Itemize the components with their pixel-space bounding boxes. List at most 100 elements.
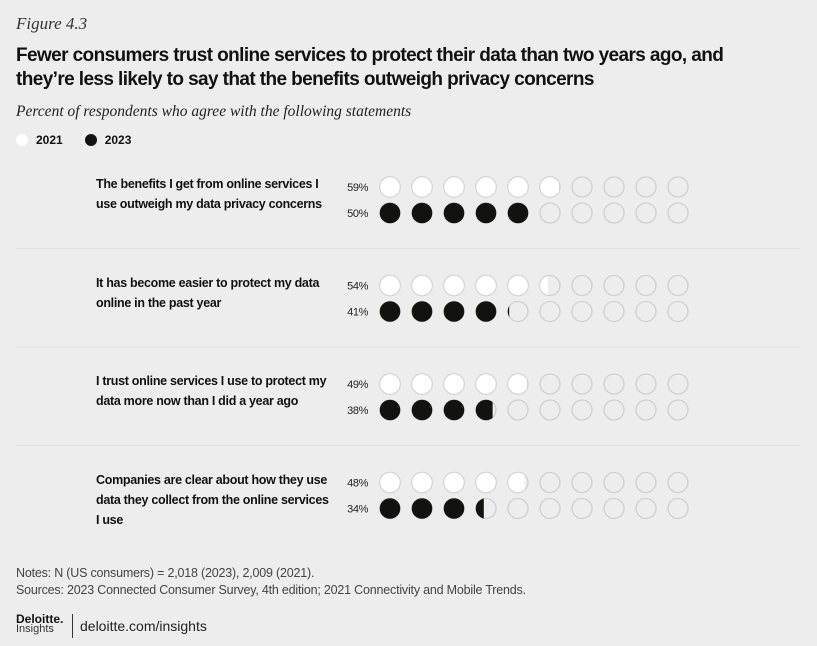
dot-2021 xyxy=(475,274,497,297)
dot-2021 xyxy=(539,373,561,395)
category-label-text: I trust online services I use to protect… xyxy=(96,374,327,408)
dot-2023 xyxy=(379,497,401,520)
dot-2021 xyxy=(635,274,657,297)
notes: Notes: N (US consumers) = 2,018 (2023), … xyxy=(16,565,526,599)
dot-2023 xyxy=(667,399,689,421)
chart-title: Fewer consumers trust online services to… xyxy=(16,45,724,90)
dot-2021 xyxy=(571,373,593,395)
logo-brand: Deloitte. xyxy=(16,612,64,626)
dot-2023 xyxy=(379,300,401,323)
value-label-2021: 48% xyxy=(347,478,368,490)
dot-2023 xyxy=(603,399,625,421)
chart-subtitle: Percent of respondents who agree with th… xyxy=(16,103,412,120)
category-label-text: It has become easier to protect my data … xyxy=(96,275,320,310)
legend-swatch-2021 xyxy=(16,134,28,146)
dot-chart: The benefits I get from online services … xyxy=(16,176,800,527)
category-label: The benefits I get from online services … xyxy=(96,177,322,211)
dot-2021 xyxy=(603,373,625,395)
dot-2021 xyxy=(507,274,529,297)
dot-2021 xyxy=(443,373,465,395)
dot-2021 xyxy=(411,471,433,494)
legend-label: 2023 xyxy=(104,133,132,147)
dot-2023 xyxy=(411,399,433,421)
value-label-2023: 50% xyxy=(347,208,368,220)
dot-2023 xyxy=(475,300,497,323)
legend-item-2023: 2023 xyxy=(84,133,132,147)
dot-2023 xyxy=(539,399,561,421)
dot-2023 xyxy=(571,202,593,224)
dot-2021 xyxy=(539,176,561,198)
legend-swatch-2023 xyxy=(84,134,97,146)
dot-2023 xyxy=(635,399,657,421)
dot-2023 xyxy=(507,202,529,224)
dot-2023 xyxy=(667,202,689,224)
dot-2021 xyxy=(379,373,401,395)
dot-2023 xyxy=(667,497,689,520)
dot-2021 xyxy=(667,176,689,198)
dot-2023 xyxy=(603,202,625,224)
dot-2023 xyxy=(539,497,561,520)
dot-2021 xyxy=(443,176,465,198)
dot-2023 xyxy=(379,202,401,224)
website-link[interactable]: deloitte.com/insights xyxy=(80,618,207,634)
deloitte-insights-logo: Deloitte. Insights xyxy=(16,612,64,635)
value-label-2021: 54% xyxy=(347,281,368,293)
dot-2021 xyxy=(603,176,625,198)
dot-2023 xyxy=(475,399,497,421)
legend-label: 2021 xyxy=(36,133,63,147)
dot-2023 xyxy=(475,202,497,224)
dot-2021 xyxy=(379,176,401,198)
dot-2021 xyxy=(411,373,433,395)
category-label: It has become easier to protect my data … xyxy=(96,275,320,310)
dot-2021 xyxy=(411,176,433,198)
dot-2023 xyxy=(475,497,497,520)
dot-2021 xyxy=(667,373,689,395)
dot-2021 xyxy=(603,471,625,494)
divider xyxy=(72,614,73,638)
dot-2021 xyxy=(571,176,593,198)
logo-sub: Insights xyxy=(16,623,54,635)
dot-2021 xyxy=(667,274,689,297)
dot-2023 xyxy=(507,399,529,421)
dot-2021 xyxy=(443,274,465,297)
dot-2021 xyxy=(411,274,433,297)
dot-2021 xyxy=(507,373,529,395)
dot-2023 xyxy=(411,497,433,520)
dot-2023 xyxy=(507,497,529,520)
dot-2021 xyxy=(475,176,497,198)
dot-2023 xyxy=(539,202,561,224)
dot-2021 xyxy=(475,373,497,395)
value-label-2021: 59% xyxy=(347,182,368,194)
dot-2021 xyxy=(635,176,657,198)
dot-2021 xyxy=(475,471,497,494)
sources-text: Sources: 2023 Connected Consumer Survey,… xyxy=(16,583,526,597)
category-label-text: Companies are clear about how they use d… xyxy=(96,472,329,527)
category-label: Companies are clear about how they use d… xyxy=(96,472,329,527)
legend: 2021 2023 xyxy=(16,133,131,147)
dot-2021 xyxy=(571,471,593,494)
dot-2023 xyxy=(635,497,657,520)
dot-2021 xyxy=(379,274,401,297)
dot-2023 xyxy=(667,300,689,323)
dot-2021 xyxy=(635,373,657,395)
dot-2023 xyxy=(507,300,529,323)
dot-2023 xyxy=(603,300,625,323)
dot-2023 xyxy=(411,202,433,224)
category-label-text: The benefits I get from online services … xyxy=(96,177,322,211)
dot-2023 xyxy=(635,300,657,323)
dot-2021 xyxy=(507,471,529,494)
dot-2021 xyxy=(539,274,561,297)
dot-2021 xyxy=(539,471,561,494)
legend-item-2021: 2021 xyxy=(16,133,63,147)
dot-2023 xyxy=(635,202,657,224)
dot-2023 xyxy=(411,300,433,323)
value-label-2023: 41% xyxy=(347,307,368,319)
dot-2023 xyxy=(571,399,593,421)
category-label: I trust online services I use to protect… xyxy=(96,374,327,408)
dot-2023 xyxy=(443,300,465,323)
dot-2023 xyxy=(443,497,465,520)
dot-2023 xyxy=(443,202,465,224)
dot-2021 xyxy=(443,471,465,494)
dot-2023 xyxy=(571,497,593,520)
dot-2021 xyxy=(667,471,689,494)
